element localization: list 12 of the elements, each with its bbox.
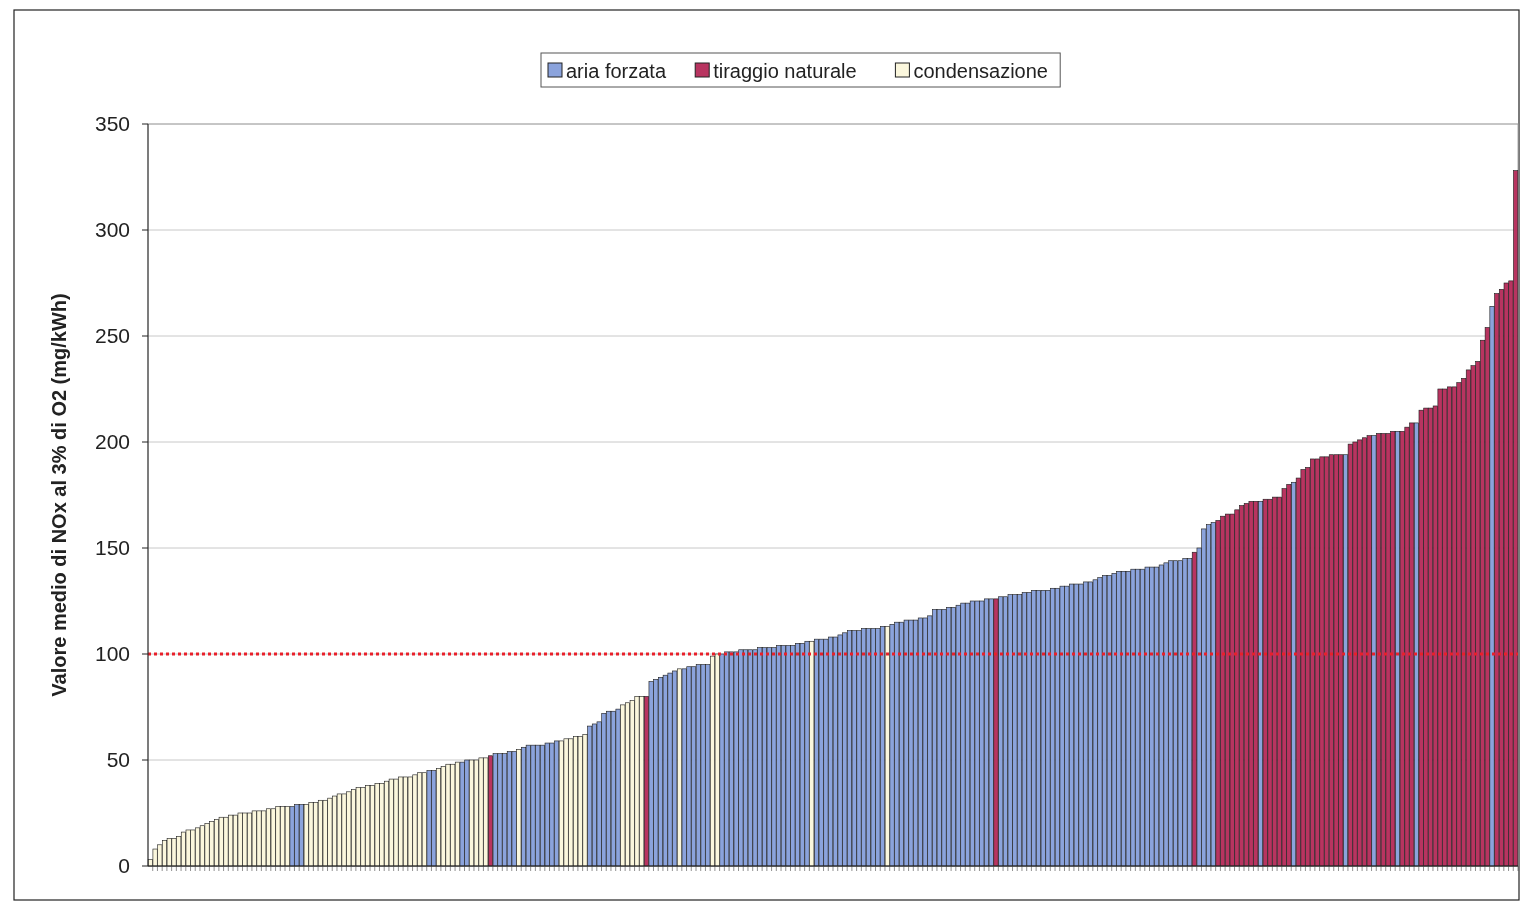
y-tick-label: 100 [94, 642, 130, 666]
y-tick-label: 350 [94, 112, 130, 136]
y-tick-label: 50 [106, 748, 130, 772]
y-tick-label: 150 [94, 536, 130, 560]
legend-label: aria forzata [566, 60, 667, 82]
y-tick-label: 300 [94, 218, 130, 242]
legend-label: condensazione [913, 60, 1048, 82]
y-axis-title: Valore medio di NOx al 3% di O2 (mg/kWh) [48, 293, 70, 697]
y-tick-label: 250 [94, 324, 130, 348]
y-tick-label: 0 [118, 854, 130, 878]
y-tick-label: 200 [94, 430, 130, 454]
legend-label: tiraggio naturale [713, 60, 857, 82]
